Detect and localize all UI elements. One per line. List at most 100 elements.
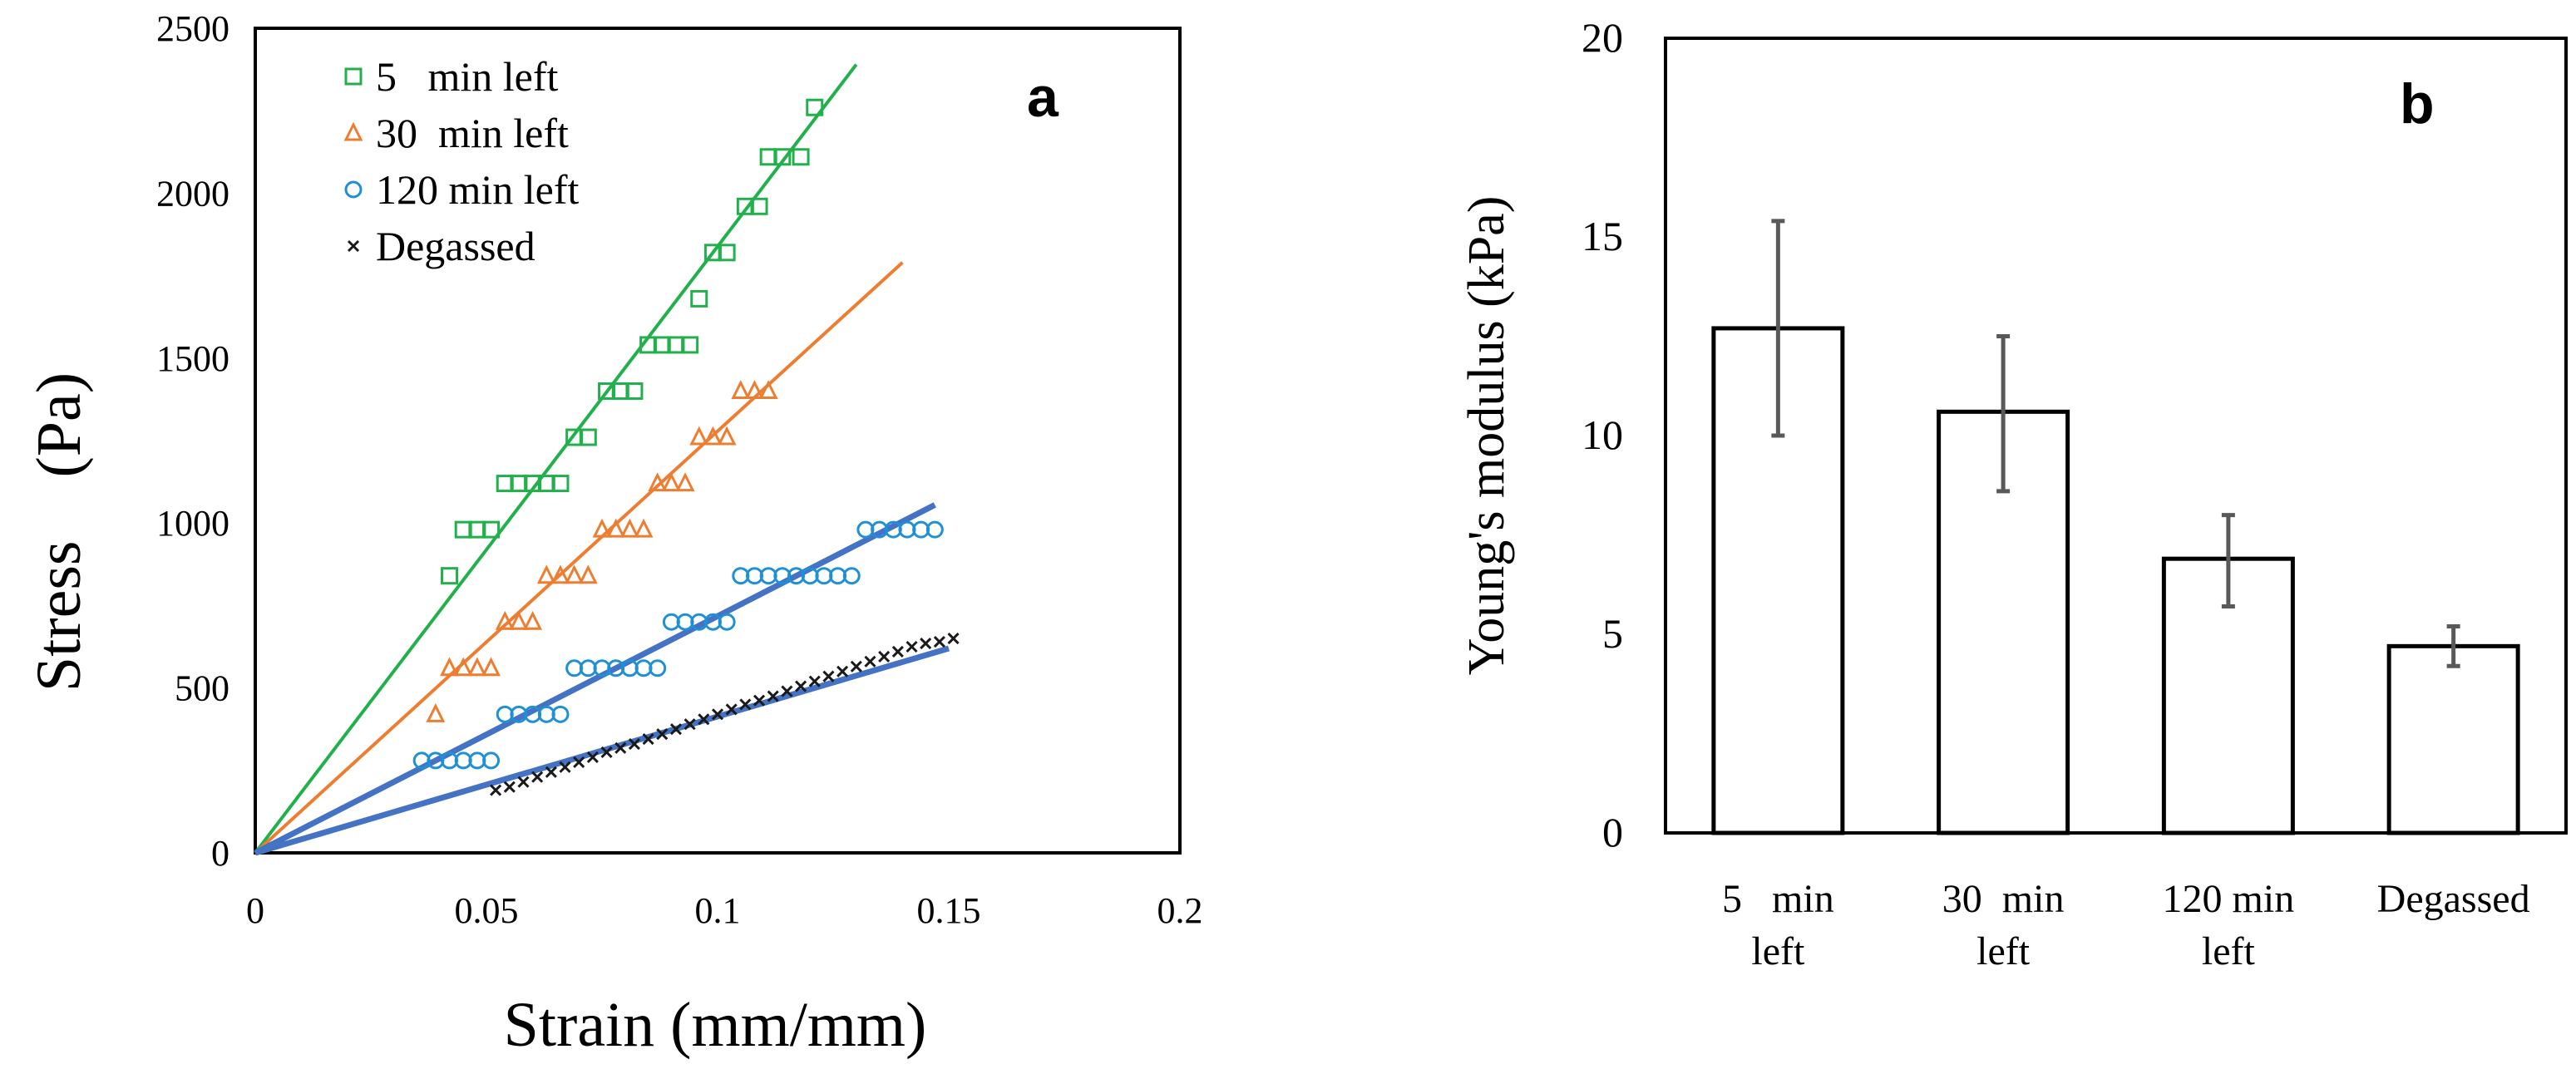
panel-a-point-x-stroke <box>836 665 849 677</box>
panel-a-point-x <box>503 781 516 793</box>
panel-a-point-circle <box>344 180 363 199</box>
panel-a-point-triangle <box>550 564 570 584</box>
panel-a-point-square <box>750 197 768 215</box>
panel-a-point-x-stroke <box>822 670 835 682</box>
panel-a-y-axis-label: Stress (Pa) <box>24 372 94 692</box>
panel-a-point-x-stroke <box>656 728 669 741</box>
panel-a-point-x-stroke <box>725 703 738 716</box>
panel-a-point-x-stroke <box>739 698 752 711</box>
panel-a-point-x <box>891 645 904 658</box>
panel-a-fit-line <box>254 645 950 856</box>
panel-a-point-triangle <box>536 564 556 584</box>
panel-a-point-triangle <box>453 657 473 677</box>
panel-a-point-x <box>836 665 849 677</box>
panel-a-x-tick-label: 0.1 <box>695 890 741 931</box>
panel-a-point-circle <box>842 567 861 585</box>
panel-b-y-tick-label: 5 <box>1602 610 1623 657</box>
panel-a-point-x <box>614 741 627 754</box>
panel-a-point-triangle <box>509 610 529 630</box>
panel-a-point-x <box>795 680 807 692</box>
panel-a-point-triangle <box>648 472 668 492</box>
panel-a-point-square <box>690 289 708 308</box>
panel-a-point-x <box>781 685 793 697</box>
panel-a-label: a <box>1027 66 1059 129</box>
panel-a-point-x <box>808 675 821 687</box>
panel-a-point-x-stroke <box>933 635 945 648</box>
panel-a-point-x <box>642 733 654 746</box>
panel-a-legend-label: 30 min left <box>376 110 569 156</box>
panel-a-point-triangle <box>440 657 459 677</box>
panel-a-point-x-stroke <box>920 637 932 650</box>
panel-b-category-label: 5 min <box>1722 877 1834 921</box>
panel-a-point-triangle <box>578 564 598 584</box>
panel-a-point-triangle <box>661 472 681 492</box>
panel-a-point-x <box>725 703 738 716</box>
panel-a-fit-lines <box>254 63 950 856</box>
panel-a-legend-label: Degassed <box>376 223 535 269</box>
panel-a-point-x-stroke <box>711 708 724 721</box>
panel-a-point-x <box>864 655 876 668</box>
panel-a-point-x <box>753 694 766 707</box>
panel-a-point-square <box>792 148 810 166</box>
panel-a-point-triangle <box>689 426 709 446</box>
panel-a-point-x-stroke <box>347 239 360 253</box>
panel-a-point-x <box>822 670 835 682</box>
panel-a-data-points <box>412 98 960 796</box>
panel-a-fit-line <box>254 261 904 855</box>
panel-b-label: b <box>2400 72 2435 135</box>
panel-b-error-bars <box>1771 219 2460 668</box>
panel-a-point-x-stroke <box>698 713 710 726</box>
panel-b-category-label: Degassed <box>2377 877 2530 921</box>
panel-a-chart: 0 0.05 0.1 0.15 0.2 0 500 1000 1500 2000 2500 5 m… <box>24 8 1203 1060</box>
panel-a-point-x-stroke <box>683 718 696 731</box>
panel-a-plot-frame <box>254 27 1182 855</box>
panel-a-point-x-stroke <box>878 650 891 663</box>
panel-a-point-square <box>579 428 597 446</box>
panel-a-point-x-stroke <box>531 771 544 783</box>
panel-a-legend: 5 min left 30 min left 120 min left Degasse… <box>343 53 580 269</box>
panel-a-point-x <box>850 660 862 672</box>
panel-a-point-x <box>933 635 945 648</box>
panel-a-point-triangle <box>717 426 737 446</box>
panel-a-point-x <box>698 713 710 726</box>
panel-a-point-x-stroke <box>600 746 613 759</box>
panel-a-point-triangle <box>606 518 626 538</box>
panel-b-y-ticks: 0 5 10 15 20 <box>1582 14 1623 855</box>
panel-a-point-circle <box>718 613 736 631</box>
panel-a-point-x <box>517 776 530 788</box>
panel-a-point-x-stroke <box>669 723 683 736</box>
panel-a-point-x-stroke <box>947 633 960 645</box>
panel-a-point-triangle <box>481 657 501 677</box>
panel-a-x-tick-label: 0 <box>246 890 264 931</box>
panel-a-y-tick-label: 2500 <box>156 8 229 49</box>
panel-a-point-triangle <box>731 380 751 399</box>
panel-a-point-x-stroke <box>573 756 585 768</box>
panel-a-point-x <box>878 650 891 663</box>
panel-a-fit-line <box>254 502 936 856</box>
panel-a-point-x-stroke <box>614 741 627 754</box>
panel-a-point-triangle <box>758 380 778 399</box>
panel-a-point-x <box>545 766 557 778</box>
panel-a-point-x-stroke <box>795 680 807 692</box>
panel-a-point-triangle <box>619 518 639 538</box>
panel-a-point-x <box>586 751 599 763</box>
panel-a-y-ticks: 0 500 1000 1500 2000 2500 <box>156 8 229 874</box>
panel-a-point-square <box>681 336 699 354</box>
panel-a-point-triangle <box>565 564 585 584</box>
panel-a-point-x <box>490 784 502 796</box>
panel-a-y-tick-label: 2000 <box>156 173 229 214</box>
panel-a-point-square <box>441 567 459 585</box>
panel-a-point-x-stroke <box>781 685 793 697</box>
panel-b-category-label: left <box>2202 929 2256 973</box>
panel-a-point-square <box>344 67 363 86</box>
panel-a-y-tick-label: 0 <box>211 833 229 874</box>
panel-a-point-triangle <box>675 472 695 492</box>
panel-a-point-x-stroke <box>808 675 821 687</box>
panel-a-point-x-stroke <box>850 660 862 672</box>
panel-b-y-tick-label: 0 <box>1602 809 1623 855</box>
panel-b-plot-frame <box>1664 37 2568 835</box>
panel-a-point-x <box>573 756 585 768</box>
panel-a-y-tick-label: 500 <box>175 668 229 709</box>
panel-b-y-axis-label: Young's modulus (kPa) <box>1458 196 1515 676</box>
panel-a-point-circle <box>551 705 570 723</box>
